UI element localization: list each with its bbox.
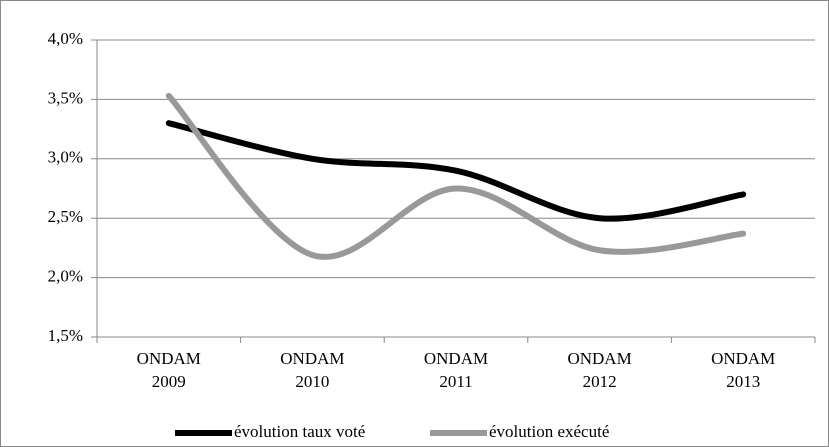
legend-label: évolution taux voté — [234, 422, 365, 441]
x-tick-label: ONDAM 2011 — [423, 349, 489, 391]
line-series — [165, 120, 747, 222]
x-tick-label: ONDAM 2013 — [711, 349, 776, 391]
y-tick-label: 3,0% — [48, 148, 83, 167]
legend-label: évolution exécuté — [489, 422, 609, 441]
y-tick-label: 4,0% — [48, 29, 83, 48]
x-tick-label: ONDAM 2010 — [280, 349, 345, 391]
x-tick-label: ONDAM 2012 — [567, 349, 632, 391]
y-tick-label: 3,5% — [48, 88, 83, 107]
y-tick-label: 1,5% — [48, 326, 83, 345]
x-tick-label: ONDAM 2009 — [136, 349, 201, 391]
line-series — [165, 92, 747, 260]
y-tick-label: 2,0% — [48, 267, 83, 286]
y-tick-label: 2,5% — [48, 207, 83, 226]
